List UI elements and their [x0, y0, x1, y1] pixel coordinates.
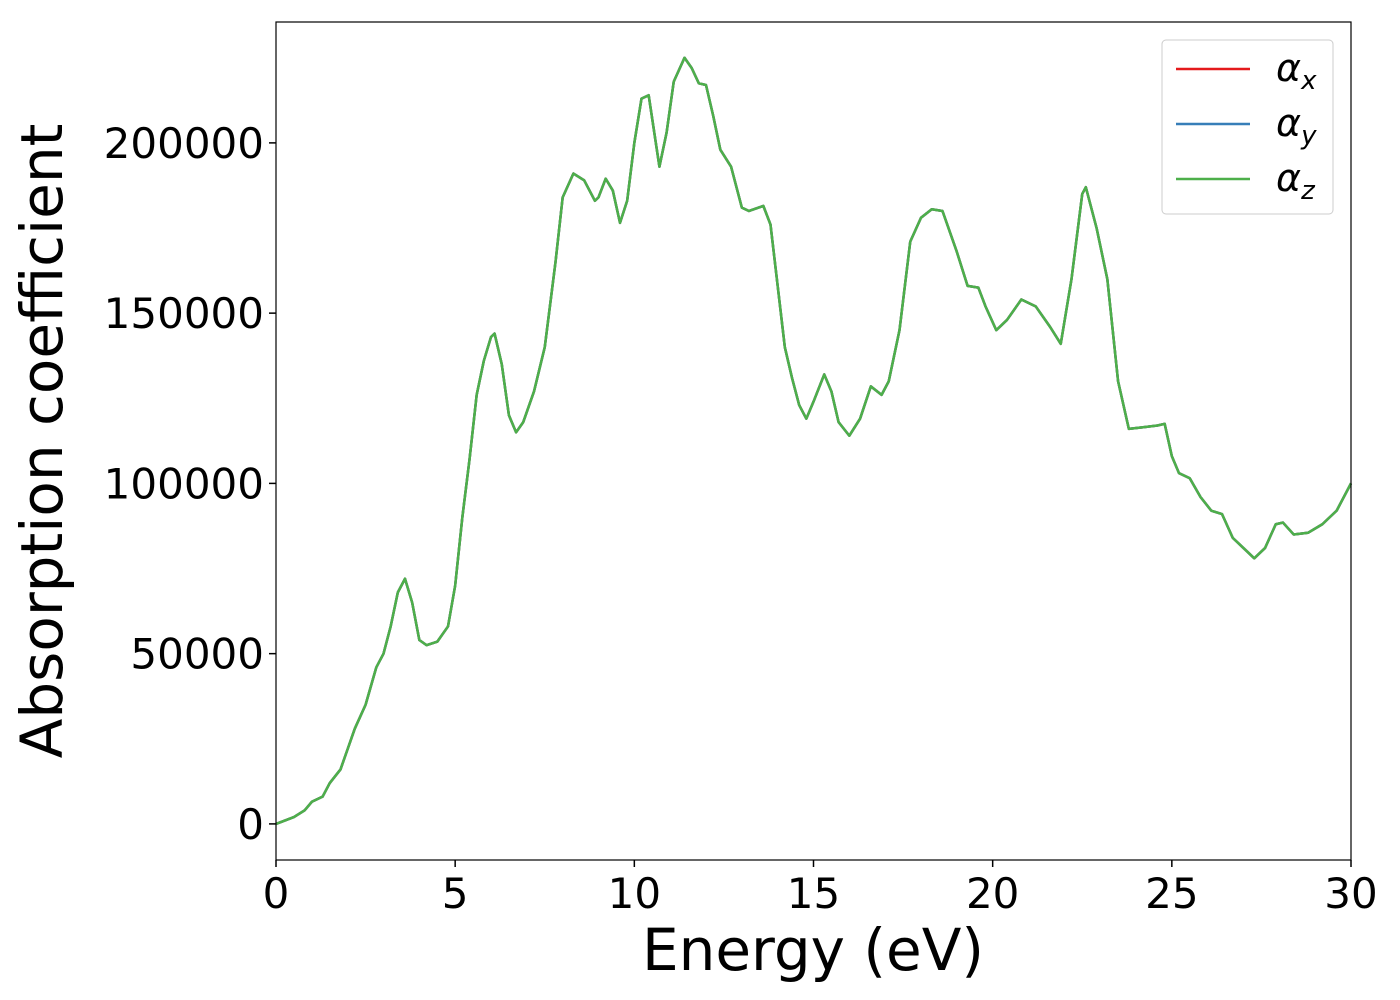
- x-tick-label: 0: [263, 869, 290, 918]
- x-tick-label: 5: [442, 869, 469, 918]
- y-tick-label: 150000: [104, 289, 264, 338]
- plot-frame: [275, 21, 1352, 861]
- x-tick-label: 30: [1324, 869, 1377, 918]
- legend-label: αx: [1276, 46, 1317, 96]
- x-tick-label: 20: [966, 869, 1019, 918]
- data-line: [275, 56, 1353, 826]
- x-tick-label: 10: [608, 869, 661, 918]
- x-tick-label: 15: [787, 869, 840, 918]
- y-axis-label: Absorption coefficient: [8, 124, 76, 759]
- y-tick-label: 0: [237, 800, 264, 849]
- legend-label: αy: [1276, 101, 1317, 151]
- y-tick-label: 100000: [104, 459, 264, 508]
- x-axis-label: Energy (eV): [642, 916, 984, 984]
- legend-label: αz: [1276, 156, 1316, 206]
- y-tick-label: 200000: [104, 119, 264, 168]
- x-tick-label: 25: [1145, 869, 1198, 918]
- y-tick-label: 50000: [130, 630, 264, 679]
- legend-box: [1161, 39, 1334, 215]
